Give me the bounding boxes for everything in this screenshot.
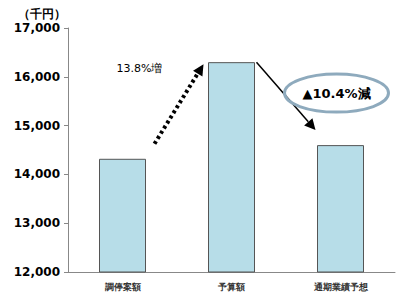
- svg-text:16,000: 16,000: [14, 70, 60, 84]
- svg-text:（千円）: （千円）: [18, 7, 66, 21]
- svg-text:予算額: 予算額: [217, 282, 245, 292]
- svg-text:15,000: 15,000: [14, 119, 60, 133]
- svg-text:通期業績予想: 通期業績予想: [313, 282, 369, 292]
- svg-text:12,000: 12,000: [14, 265, 60, 279]
- svg-text:14,000: 14,000: [14, 167, 60, 181]
- svg-text:13.8%増: 13.8%増: [117, 62, 163, 75]
- svg-text:調停案額: 調停案額: [104, 282, 141, 292]
- svg-text:17,000: 17,000: [14, 21, 60, 35]
- svg-text:13,000: 13,000: [14, 216, 60, 230]
- svg-text:▲10.4%減: ▲10.4%減: [302, 86, 370, 101]
